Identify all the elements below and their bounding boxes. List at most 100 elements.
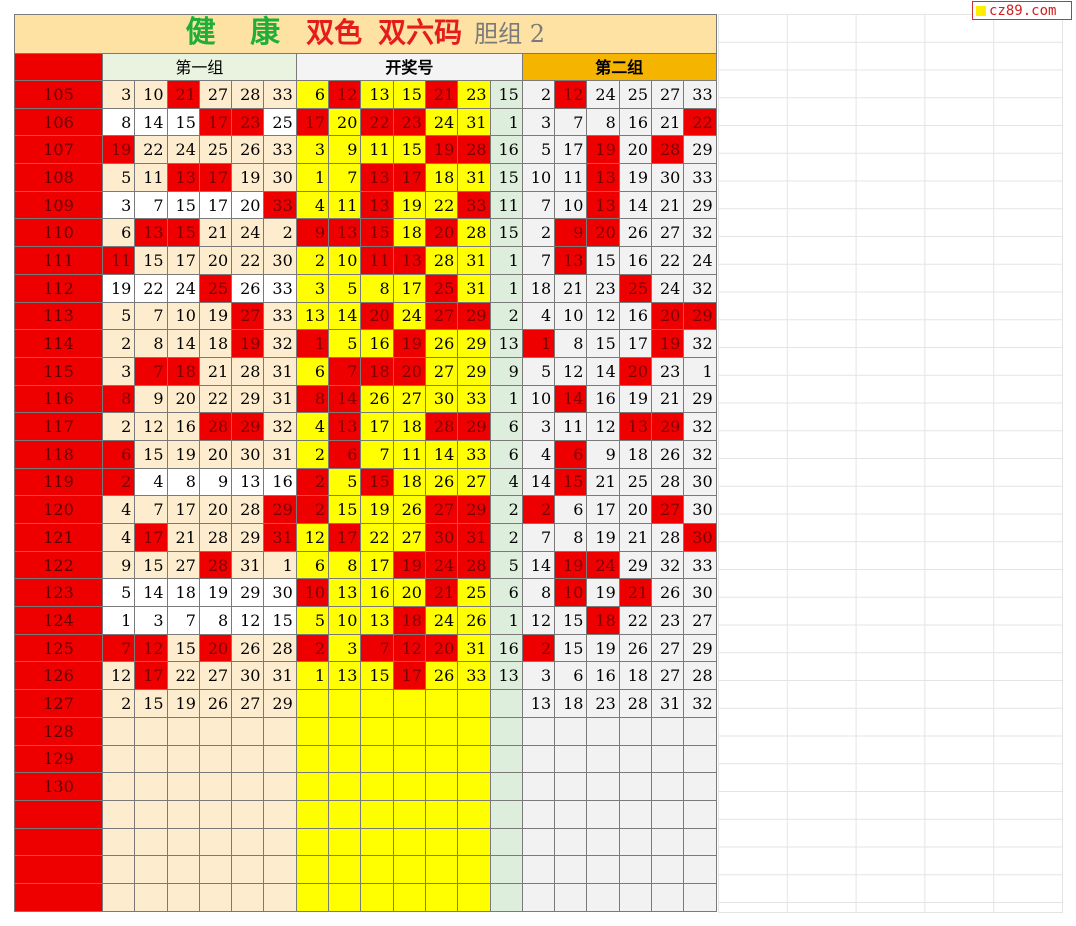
group1-cell: 15 — [166, 633, 200, 663]
row-label: 113 — [14, 301, 103, 331]
group2-cell: 29 — [683, 135, 717, 165]
group1-cell: 9 — [198, 467, 233, 497]
group1-cell: 29 — [263, 495, 297, 524]
draw-cell: 12 — [328, 80, 362, 109]
group2-cell: 23 — [586, 273, 620, 303]
draw-cell: 17 — [392, 163, 426, 192]
draw-cell: 31 — [457, 163, 491, 192]
group2-cell: 6 — [554, 661, 588, 691]
draw-cell: 5 — [295, 606, 330, 635]
table-row: 129 — [14, 744, 717, 774]
draw-cell: 29 — [457, 356, 491, 386]
group2-cell — [618, 882, 653, 912]
group2-cell: 30 — [651, 163, 685, 192]
group1-cell: 1 — [101, 606, 136, 635]
draw-cell: 28 — [457, 135, 491, 165]
group2-cell: 19 — [618, 163, 653, 192]
group2-cell: 14 — [521, 467, 556, 497]
group2-cell: 3 — [521, 661, 556, 691]
table-row — [14, 855, 717, 884]
group1-cell: 18 — [166, 356, 200, 386]
draw-cell: 15 — [392, 135, 426, 165]
group2-cell: 18 — [618, 661, 653, 691]
group2-cell: 8 — [554, 523, 588, 552]
group2-cell: 3 — [521, 107, 556, 137]
group1-cell — [198, 799, 233, 829]
group1-cell: 29 — [263, 689, 297, 718]
draw-cell: 31 — [457, 523, 491, 552]
sheet-title: 健 康双色 双六码 胆组 2 — [14, 14, 717, 54]
group1-cell: 2 — [101, 467, 136, 497]
row-number: 127 — [43, 693, 74, 713]
group1-cell: 6 — [101, 218, 136, 248]
row-number: 109 — [43, 195, 74, 215]
group1-cell — [198, 882, 233, 912]
group2-cell: 16 — [618, 107, 653, 137]
draw-cell: 24 — [424, 550, 459, 580]
group1-cell: 4 — [134, 467, 168, 497]
draw-cell: 23 — [457, 80, 491, 109]
table-row: 110 6 13 15 21 24 2 9 13 15 18 20 28 15 2 9 20 26 27 32 — [14, 218, 717, 248]
row-number: 113 — [43, 306, 74, 326]
group1-cell: 7 — [134, 356, 168, 386]
group2-cell: 9 — [554, 218, 588, 248]
group2-cell — [586, 716, 620, 746]
group2-cell: 32 — [683, 329, 717, 358]
group1-cell: 7 — [134, 495, 168, 524]
draw-cell — [424, 716, 459, 746]
group1-cell: 14 — [166, 329, 200, 358]
draw-cell: 28 — [457, 218, 491, 248]
group1-cell: 28 — [231, 356, 265, 386]
group1-cell: 19 — [198, 578, 233, 608]
row-number: 130 — [43, 777, 74, 797]
group2-cell — [521, 716, 556, 746]
row-label: 109 — [14, 190, 103, 220]
draw-cell — [295, 689, 330, 718]
draw-cell — [328, 882, 362, 912]
draw-cell: 14 — [328, 384, 362, 414]
group2-cell — [618, 716, 653, 746]
table-row: 119 2 4 8 9 13 16 2 5 15 18 26 27 4 14 15 21 25 28 30 — [14, 467, 717, 497]
group1-cell: 20 — [198, 439, 233, 469]
row-number: 107 — [43, 140, 74, 160]
draw-cell — [457, 827, 491, 857]
group2-cell: 16 — [586, 384, 620, 414]
row-number: 129 — [43, 749, 74, 769]
draw-cell: 27 — [392, 523, 426, 552]
draw-cell: 7 — [328, 356, 362, 386]
group2-cell: 24 — [586, 550, 620, 580]
group2-cell: 19 — [586, 578, 620, 608]
draw-cell: 11 — [392, 439, 426, 469]
group1-cell: 7 — [101, 633, 136, 663]
row-number: 128 — [43, 721, 74, 741]
draw-cell: 31 — [457, 107, 491, 137]
table-row: 126 12 17 22 27 30 31 1 13 15 17 26 33 13 3 6 16 18 27 28 — [14, 661, 717, 691]
lottery-sheet: 健 康双色 双六码 胆组 2 第一组 开奖号 第二组 105 3 10 21 27 28 33 6… — [14, 14, 717, 912]
group1-cell: 12 — [134, 633, 168, 663]
group2-cell — [521, 799, 556, 829]
group2-cell — [521, 882, 556, 912]
group1-cell: 22 — [231, 246, 265, 275]
draw-cell — [392, 799, 426, 829]
row-label: 110 — [14, 218, 103, 248]
group2-cell: 16 — [618, 246, 653, 275]
group2-cell: 10 — [554, 578, 588, 608]
group1-cell: 26 — [198, 689, 233, 718]
table-row: 115 3 7 18 21 28 31 6 7 18 20 27 29 9 5 12 14 20 23 1 — [14, 356, 717, 386]
draw-cell: 30 — [424, 384, 459, 414]
draw-cell: 19 — [392, 329, 426, 358]
group2-cell — [683, 827, 717, 857]
group2-cell: 19 — [586, 633, 620, 663]
group2-cell — [521, 772, 556, 801]
group1-cell — [134, 744, 168, 774]
draw-cell: 31 — [457, 273, 491, 303]
group2-cell — [618, 772, 653, 801]
draw-cell: 19 — [392, 190, 426, 220]
group2-cell: 23 — [651, 356, 685, 386]
group2-cell: 18 — [618, 439, 653, 469]
draw-cell: 6 — [328, 439, 362, 469]
group1-cell: 14 — [134, 107, 168, 137]
group1-cell: 15 — [134, 246, 168, 275]
draw-cell: 27 — [392, 384, 426, 414]
draw-cell: 8 — [328, 550, 362, 580]
